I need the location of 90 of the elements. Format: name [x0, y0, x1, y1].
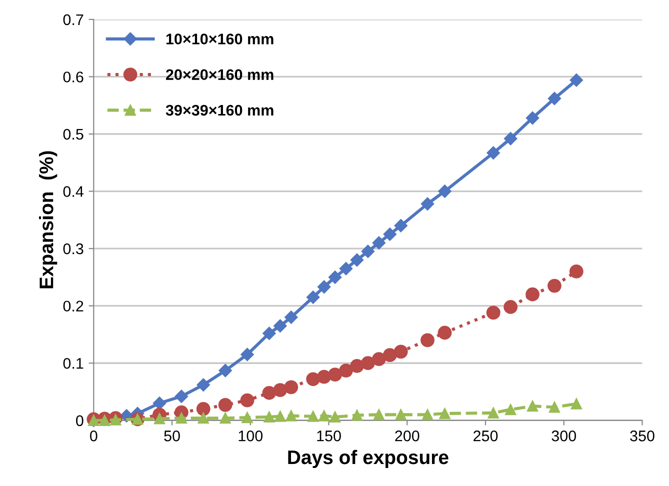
point	[570, 74, 583, 87]
x-tick-label: 150	[317, 430, 341, 442]
point	[350, 359, 364, 373]
point	[372, 236, 386, 250]
point	[504, 132, 518, 146]
point	[329, 411, 341, 423]
point	[420, 333, 434, 348]
y-tick-label: 0.6	[63, 72, 84, 82]
point	[273, 383, 288, 397]
legend-label: 20×20×160 mm	[166, 69, 274, 80]
point	[486, 306, 500, 320]
point	[328, 270, 342, 284]
x-tick-label: 50	[164, 430, 180, 442]
point	[420, 197, 434, 210]
point	[504, 300, 518, 314]
point	[394, 344, 408, 359]
point	[486, 146, 500, 160]
point	[395, 409, 406, 420]
x-tick-label: 0	[90, 430, 98, 442]
point	[220, 412, 231, 424]
point	[308, 410, 319, 422]
point	[317, 370, 332, 384]
point	[174, 390, 188, 403]
point	[99, 414, 110, 426]
point	[526, 111, 540, 125]
point	[351, 410, 363, 421]
point	[350, 253, 364, 267]
point	[240, 393, 254, 408]
point	[196, 402, 210, 416]
point	[339, 262, 353, 276]
point	[284, 380, 298, 394]
point	[154, 413, 166, 424]
point	[422, 409, 434, 420]
y-tick-label: 0.2	[63, 300, 84, 312]
x-axis-title: Days of exposure	[288, 450, 448, 468]
point	[152, 396, 166, 410]
point	[198, 412, 209, 424]
point	[361, 356, 375, 370]
x-tick-label: 350	[630, 430, 654, 442]
point	[488, 407, 499, 418]
x-tick-label: 100	[238, 430, 263, 442]
point	[286, 410, 297, 422]
point	[548, 278, 562, 293]
point	[438, 184, 452, 198]
point	[439, 408, 450, 420]
legend-label: 10×10×160 mm	[166, 34, 274, 44]
legend-label: 39×39×160 mm	[166, 104, 274, 116]
point	[196, 378, 210, 392]
point	[284, 310, 298, 324]
point	[373, 409, 384, 420]
point	[218, 398, 232, 412]
point	[317, 280, 331, 294]
point	[438, 326, 452, 340]
point	[548, 92, 562, 106]
point	[569, 264, 584, 278]
y-tick-label: 0.7	[63, 14, 84, 26]
point	[218, 364, 232, 378]
point	[505, 404, 516, 416]
x-tick-label: 300	[552, 430, 576, 442]
point	[110, 414, 122, 426]
point	[240, 348, 254, 362]
point	[306, 372, 320, 386]
y-tick-label: 0.4	[63, 186, 84, 197]
y-tick-label: 0.3	[63, 243, 84, 254]
y-tick-label: 0	[76, 415, 84, 426]
point	[306, 290, 320, 304]
y-axis-title: Expansion (%)	[39, 151, 58, 288]
point	[262, 386, 276, 400]
point	[274, 319, 287, 332]
x-tick-label: 250	[474, 430, 498, 442]
point	[339, 364, 353, 378]
point	[328, 368, 342, 382]
point	[361, 244, 375, 258]
point	[262, 326, 276, 340]
point	[382, 348, 397, 362]
point	[570, 398, 582, 410]
point	[394, 219, 408, 232]
point	[242, 412, 253, 424]
point	[176, 412, 187, 424]
y-tick-label: 0.5	[63, 128, 84, 140]
point	[548, 402, 560, 413]
point	[383, 228, 396, 241]
point	[274, 410, 286, 422]
x-tick-label: 200	[395, 430, 420, 442]
point	[264, 411, 275, 423]
point	[526, 400, 538, 412]
point	[372, 352, 386, 366]
point	[526, 287, 540, 302]
y-tick-label: 0.1	[63, 358, 84, 369]
point	[318, 410, 330, 422]
